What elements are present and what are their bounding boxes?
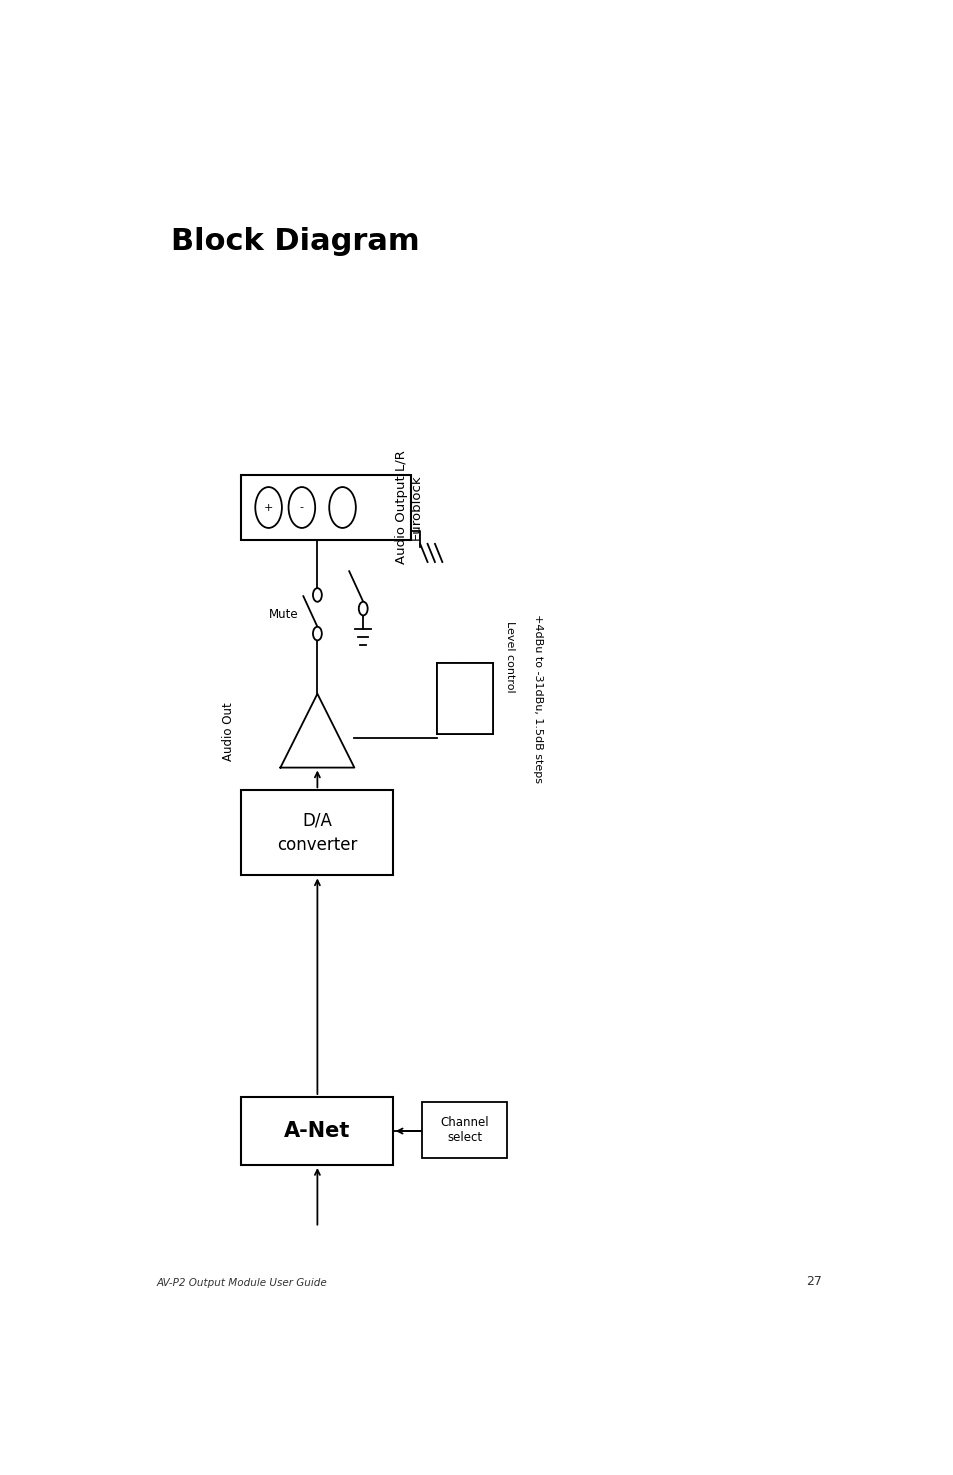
Text: Block Diagram: Block Diagram [171,227,419,257]
Text: AV-P2 Output Module User Guide: AV-P2 Output Module User Guide [156,1277,327,1288]
Text: +4dBu to -31dBu, 1.5dB steps: +4dBu to -31dBu, 1.5dB steps [532,614,542,783]
Text: A-Net: A-Net [284,1121,350,1142]
Bar [241,475,411,540]
Text: Audio Output L/R
Euroblock: Audio Output L/R Euroblock [395,450,422,565]
Text: Channel
select: Channel select [440,1117,489,1145]
Circle shape [329,487,355,528]
Text: Mute: Mute [269,608,298,621]
Circle shape [255,487,281,528]
Text: Audio Out: Audio Out [222,702,235,761]
Text: D/A
converter: D/A converter [276,811,356,854]
Circle shape [288,487,314,528]
Text: +: + [264,503,273,512]
Text: 27: 27 [805,1274,821,1288]
Circle shape [358,602,367,615]
Text: Level control: Level control [504,621,514,693]
Bar [241,791,393,876]
Bar [422,1102,507,1158]
Bar [241,1097,393,1165]
Circle shape [313,627,321,640]
Text: -: - [299,503,304,512]
Bar [436,664,492,733]
Circle shape [313,589,321,602]
